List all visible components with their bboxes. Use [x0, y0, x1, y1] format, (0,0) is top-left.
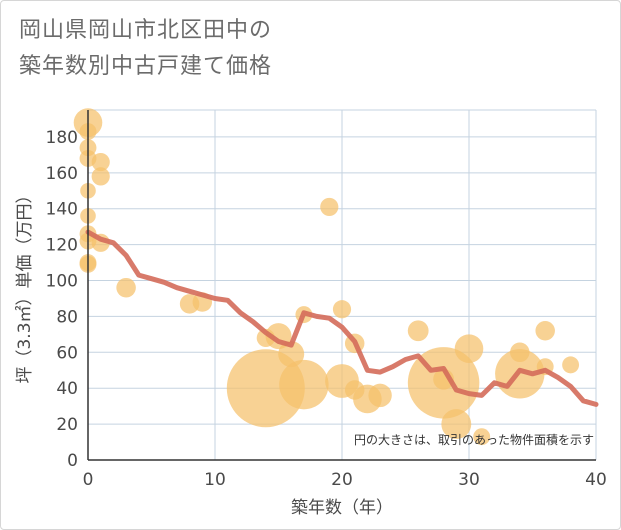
y-tick-label-0: 0	[67, 451, 78, 471]
data-point	[454, 334, 484, 364]
y-tick-label-60: 60	[56, 343, 78, 363]
data-point	[332, 300, 352, 319]
y-axis-label: 坪（3.3㎡）単価（万円）	[15, 186, 35, 383]
grid-lines	[88, 109, 597, 460]
data-point	[562, 356, 580, 374]
chart-title: 岡山県岡山市北区田中の 築年数別中古戸建て価格	[19, 13, 579, 85]
y-tick-label-100: 100	[46, 272, 78, 292]
x-tick-label-10: 10	[204, 470, 226, 490]
data-point	[344, 380, 365, 400]
data-point	[473, 428, 491, 446]
axes	[87, 110, 596, 461]
chart-title-line2: 築年数別中古戸建て価格	[19, 54, 273, 79]
data-point	[407, 320, 429, 342]
data-point	[91, 167, 110, 186]
trend-line	[85, 229, 599, 407]
y-tick-label-180: 180	[46, 128, 78, 148]
y-tick-label-20: 20	[56, 415, 78, 435]
data-point	[368, 383, 392, 408]
y-tick-label-160: 160	[46, 164, 78, 184]
size-note: 円の大きさは、取引のあった物件面積を示す	[354, 432, 594, 447]
x-tick-label-20: 20	[331, 470, 353, 490]
data-point	[320, 197, 339, 217]
y-tick-label-120: 120	[46, 236, 78, 256]
data-point	[279, 359, 329, 410]
data-point	[278, 341, 305, 368]
data-point	[510, 342, 530, 363]
y-tick-label-40: 40	[56, 379, 78, 399]
x-tick-label-30: 30	[458, 470, 480, 490]
tick-labels: 0 10 20 30 40 0 20 40 60 80 100 120 140 160 180	[46, 128, 607, 490]
data-point	[116, 277, 136, 298]
x-tick-label-40: 40	[585, 470, 607, 490]
chart-title-line1: 岡山県岡山市北区田中の	[19, 18, 273, 43]
x-tick-label-0: 0	[83, 470, 94, 490]
data-point	[441, 409, 472, 440]
y-tick-label-80: 80	[56, 307, 78, 327]
data-point	[535, 321, 555, 341]
x-axis-label: 築年数（年）	[291, 498, 393, 518]
y-tick-label-140: 140	[46, 200, 78, 220]
